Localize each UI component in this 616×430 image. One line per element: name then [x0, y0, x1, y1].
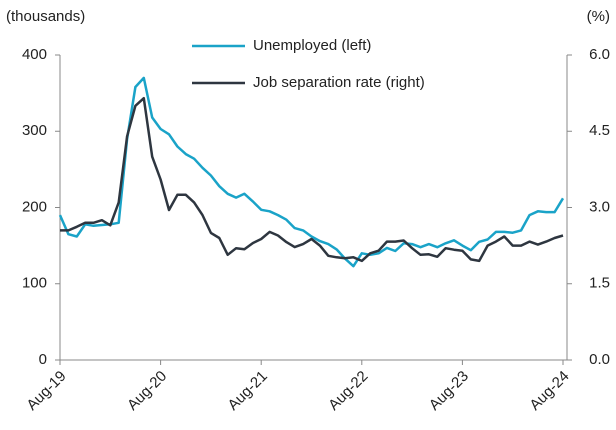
y2-tick-label: 6.0 — [589, 46, 610, 63]
series-line — [60, 96, 564, 263]
y-tick-label: 0 — [39, 351, 47, 368]
series-line — [58, 76, 565, 268]
y2-tick-label: 4.5 — [589, 122, 610, 139]
y2-tick-label: 0.0 — [589, 351, 610, 368]
legend-label: Unemployed (left) — [253, 37, 371, 54]
y2-tick-label: 1.5 — [589, 275, 610, 292]
y2-axis-label: (%) — [587, 8, 610, 25]
y-tick-label: 100 — [22, 275, 47, 292]
y-tick-label: 400 — [22, 46, 47, 63]
x-tick-label: Aug-22 — [325, 368, 371, 414]
y-tick-label: 200 — [22, 198, 47, 215]
x-tick-label: Aug-21 — [225, 368, 271, 414]
y2-tick-label: 3.0 — [589, 198, 610, 215]
legend-label: Job separation rate (right) — [253, 74, 425, 91]
y-axis-label: (thousands) — [6, 8, 85, 25]
y-tick-label: 300 — [22, 122, 47, 139]
x-tick-label: Aug-24 — [526, 368, 572, 414]
x-tick-label: Aug-19 — [23, 368, 69, 414]
x-tick-label: Aug-20 — [124, 368, 170, 414]
x-tick-label: Aug-23 — [426, 368, 472, 414]
